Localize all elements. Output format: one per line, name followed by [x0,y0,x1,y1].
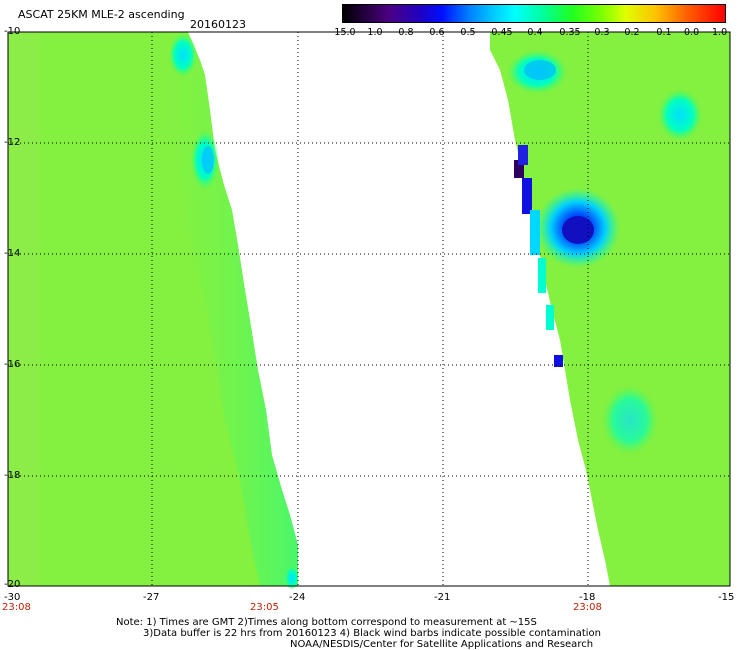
right-edge-dark-4 [554,355,563,367]
pass-time-middle: 23:05 [250,602,279,613]
map-date: 20160123 [190,18,246,31]
lat-label: -12 [4,137,21,148]
right-edge-dark-1 [514,160,524,178]
colorbar-label: -15.0 [331,27,356,38]
pass-time-left: 23:08 [2,602,31,613]
lon-label: -30 [4,592,21,603]
lon-label: -18 [579,592,596,603]
colorbar-label: -0.2 [621,27,640,38]
colorbar-label: 1.0 [712,27,728,38]
colorbar-label: -0.45 [488,27,513,38]
colorbar-label: -0.35 [556,27,581,38]
right-edge-dark-2 [518,145,528,165]
lon-label: -21 [434,592,451,603]
lon-label: -15 [718,592,735,603]
left-blob-12s-core [202,146,214,174]
note-line-1: Note: 1) Times are GMT 2)Times along bot… [116,617,537,628]
lat-label: -18 [4,470,21,481]
lon-label: -27 [143,592,160,603]
note-line-2: 3)Data buffer is 22 hrs from 20160123 4)… [143,628,601,639]
note-line-3: NOAA/NESDIS/Center for Satellite Applica… [290,639,594,650]
plot-frame [7,31,731,587]
right-edge-cyan-2 [538,258,546,293]
colorbar-label: -0.3 [591,27,610,38]
right-blob-ne [658,89,702,141]
lat-label: -10 [4,26,21,37]
left-swath [8,32,298,586]
colorbar-label: -0.1 [653,27,672,38]
colorbar-label: -1.0 [364,27,383,38]
colorbar-label: -0.6 [426,27,445,38]
lat-label: -20 [4,579,21,590]
right-blob-mid [602,385,658,455]
colorbar-label: 0.0 [684,27,700,38]
right-blob-north-core [524,60,556,80]
right-edge-dark-3 [522,178,532,214]
colorbar [342,4,726,23]
left-swath-inner [8,32,38,586]
right-edge-cyan-1 [530,210,540,255]
lon-label: -24 [289,592,306,603]
gridlines [8,32,730,586]
right-blob-low-core [562,216,594,244]
colorbar-label: -0.5 [457,27,476,38]
right-edge-cyan-3 [546,305,554,330]
left-blob-south [285,566,299,590]
lat-label: -16 [4,359,21,370]
colorbar-label: -0.8 [395,27,414,38]
map-title: ASCAT 25KM MLE-2 ascending [18,8,185,21]
pass-time-right: 23:08 [573,602,602,613]
lat-label: -14 [4,248,21,259]
left-swath-edge [150,32,298,586]
colorbar-label: -0.4 [524,27,543,38]
left-blob-north [169,33,197,77]
right-swath [490,32,730,586]
